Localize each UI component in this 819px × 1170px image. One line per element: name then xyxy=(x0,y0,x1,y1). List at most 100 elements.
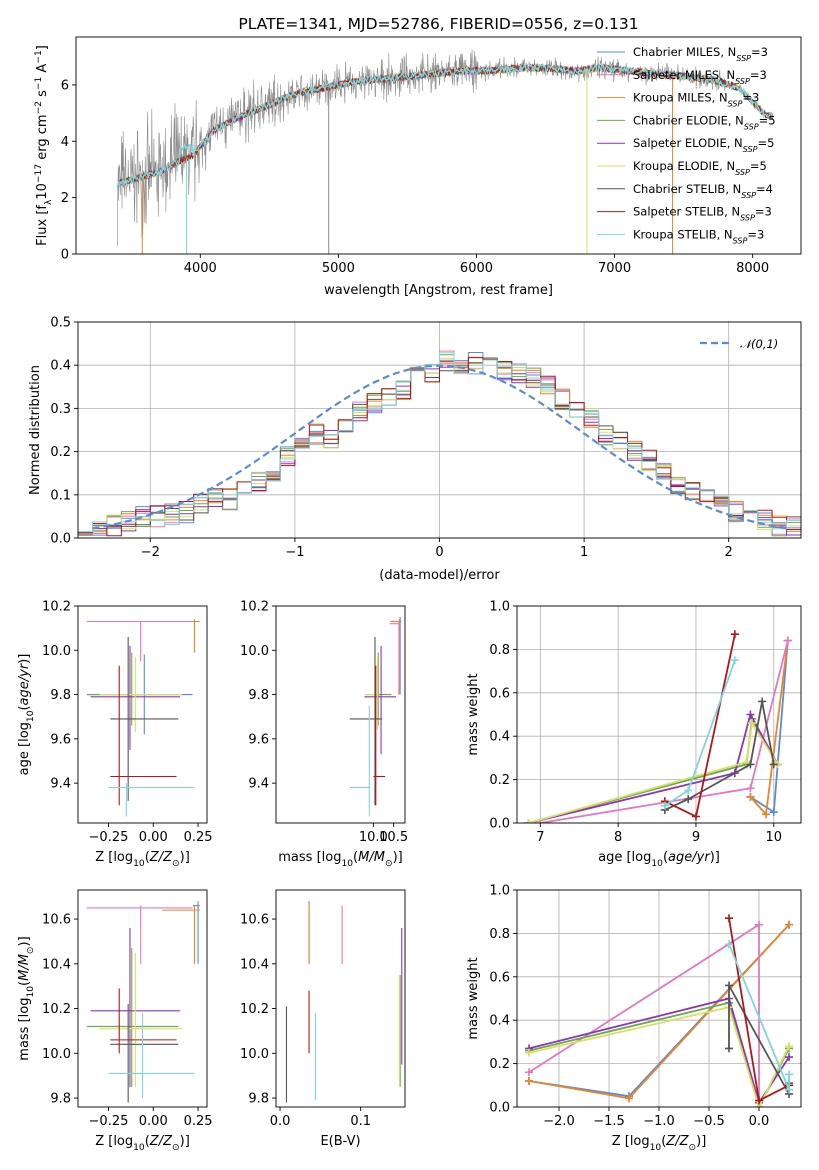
y-tick-label: 0 xyxy=(61,248,69,263)
y-tick-label: 0.2 xyxy=(489,773,510,788)
series-line xyxy=(664,634,736,818)
plus-marker xyxy=(746,784,755,793)
y-tick-label: 10.2 xyxy=(240,600,269,615)
x-tick-label: 0.00 xyxy=(139,1114,168,1129)
plus-marker xyxy=(725,981,733,990)
x-tick-label: 1 xyxy=(580,545,588,560)
plus-marker xyxy=(755,1096,763,1105)
y-tick-label: 9.8 xyxy=(248,1092,269,1107)
x-tick-label: 7 xyxy=(536,830,544,845)
y-tick-label: 10.2 xyxy=(42,1002,71,1017)
x-tick-label: 5000 xyxy=(322,261,355,276)
y-tick-label: 10.4 xyxy=(240,957,269,972)
y-tick-label: 0.2 xyxy=(50,445,71,460)
y-tick-label: 0.4 xyxy=(489,1014,510,1029)
x-tick-label: −0.5 xyxy=(693,1114,725,1129)
plot-area xyxy=(524,630,792,823)
plus-marker xyxy=(746,792,755,801)
plus-marker xyxy=(730,630,739,639)
plus-marker xyxy=(761,810,770,819)
x-tick-label: 2 xyxy=(725,545,733,560)
x-tick-label: 10.5 xyxy=(379,830,408,845)
x-tick-label: −2 xyxy=(141,545,160,560)
y-tick-label: 1.0 xyxy=(489,600,510,615)
plus-marker xyxy=(524,819,533,823)
x-tick-label: 0 xyxy=(435,545,443,560)
y-tick-label: 10.6 xyxy=(240,913,269,928)
plus-marker xyxy=(747,719,756,728)
x-tick-label: −2.0 xyxy=(543,1114,575,1129)
residual-histogram-panel: −2 −1 0 1 2 0.0 0.1 0.2 0.3 0.4 0.5 (data-model)/er… xyxy=(28,316,802,583)
x-axis-label: Z [log10(Z/Z⊙)] xyxy=(95,1134,190,1153)
y-tick-label: 4 xyxy=(61,135,69,150)
plus-marker xyxy=(725,914,733,923)
plot-area xyxy=(86,901,200,1103)
y-tick-label: 10.0 xyxy=(42,644,71,659)
legend-label: Chabrier ELODIE, NSSP=5 xyxy=(633,113,776,130)
y-tick-label: 0.4 xyxy=(50,359,71,374)
error-bar-point xyxy=(86,905,193,964)
y-tick-label: 10.2 xyxy=(240,1002,269,1017)
x-tick-label: 7000 xyxy=(598,261,631,276)
y-axis-label: mass [log10(M/M⊙)] xyxy=(17,936,36,1060)
x-tick-label: −0.25 xyxy=(89,830,129,845)
plus-marker xyxy=(769,808,778,817)
histogram-series xyxy=(78,356,801,538)
y-tick-label: 10.0 xyxy=(42,1047,71,1062)
axes-frame xyxy=(77,321,802,539)
mass-weight-series xyxy=(725,940,793,1094)
mass-weight-series xyxy=(660,697,778,814)
error-bar-point xyxy=(364,645,397,755)
axes-frame xyxy=(275,889,406,1108)
y-tick-label: 2 xyxy=(61,191,69,206)
plus-marker xyxy=(785,1085,793,1094)
plus-marker xyxy=(746,760,755,769)
error-bar-point xyxy=(86,652,179,726)
spectrum-panel: 4000 5000 6000 7000 8000 0 2 4 6 PLATE=1341, MJD=… xyxy=(34,15,802,298)
mass-weight-series xyxy=(524,714,782,823)
y-tick-label: 9.6 xyxy=(248,732,269,747)
legend-label: Chabrier MILES, NSSP=3 xyxy=(633,45,768,63)
mass-weight-vs-age-panel: 7 8 9 10 0.0 0.2 0.4 0.6 0.8 1.0 age [log10(age/yr… xyxy=(466,600,802,869)
y-tick-label: 10.0 xyxy=(240,1047,269,1062)
error-bar-point xyxy=(373,665,386,806)
mass-weight-series xyxy=(660,656,739,810)
plus-marker xyxy=(746,710,755,719)
plot-area xyxy=(116,49,774,254)
y-tick-label: 0.5 xyxy=(50,316,71,331)
error-bar-point xyxy=(99,656,182,733)
y-tick-label: 0.0 xyxy=(50,532,71,547)
error-bar-point xyxy=(108,1013,195,1099)
error-bar-point xyxy=(349,637,383,806)
y-tick-label: 9.4 xyxy=(50,777,71,792)
legend-label: Salpeter STELIB, NSSP=3 xyxy=(633,205,772,223)
error-bar-point xyxy=(86,620,193,662)
x-tick-label: −0.25 xyxy=(89,1114,129,1129)
series-line xyxy=(528,712,779,823)
plus-marker xyxy=(785,1070,793,1079)
mass-weight-vs-Z-panel: −2.0 −1.5 −1.0 −0.5 0.0 0.0 0.2 0.4 0.6 0.8 1.0 Z [… xyxy=(466,884,802,1153)
plus-marker xyxy=(785,1042,793,1051)
x-tick-label: 0.1 xyxy=(350,1114,371,1129)
y-tick-label: 0.1 xyxy=(50,488,71,503)
plus-marker xyxy=(758,697,767,706)
y-tick-label: 0.6 xyxy=(489,686,510,701)
error-bar-point xyxy=(192,901,200,964)
x-axis-label: mass [log10(M/M⊙)] xyxy=(278,850,402,869)
plus-marker xyxy=(625,1094,633,1103)
plot-area xyxy=(285,901,403,1103)
plus-marker xyxy=(525,1076,533,1085)
y-tick-label: 0.0 xyxy=(489,817,510,832)
legend-label: Kroupa MILES, NSSP=3 xyxy=(633,91,759,109)
plus-marker xyxy=(660,801,669,810)
x-tick-label: 0.25 xyxy=(184,1114,213,1129)
y-axis-label: age [log10(age/yr)] xyxy=(17,654,36,776)
x-tick-label: 0.25 xyxy=(184,830,213,845)
plus-marker xyxy=(730,656,739,665)
plus-marker xyxy=(725,1044,733,1053)
error-bar-point xyxy=(110,1004,179,1103)
y-tick-label: 0.8 xyxy=(489,643,510,658)
plus-marker xyxy=(785,920,793,929)
error-bar-point xyxy=(110,988,177,1054)
x-tick-label: 8 xyxy=(614,830,622,845)
